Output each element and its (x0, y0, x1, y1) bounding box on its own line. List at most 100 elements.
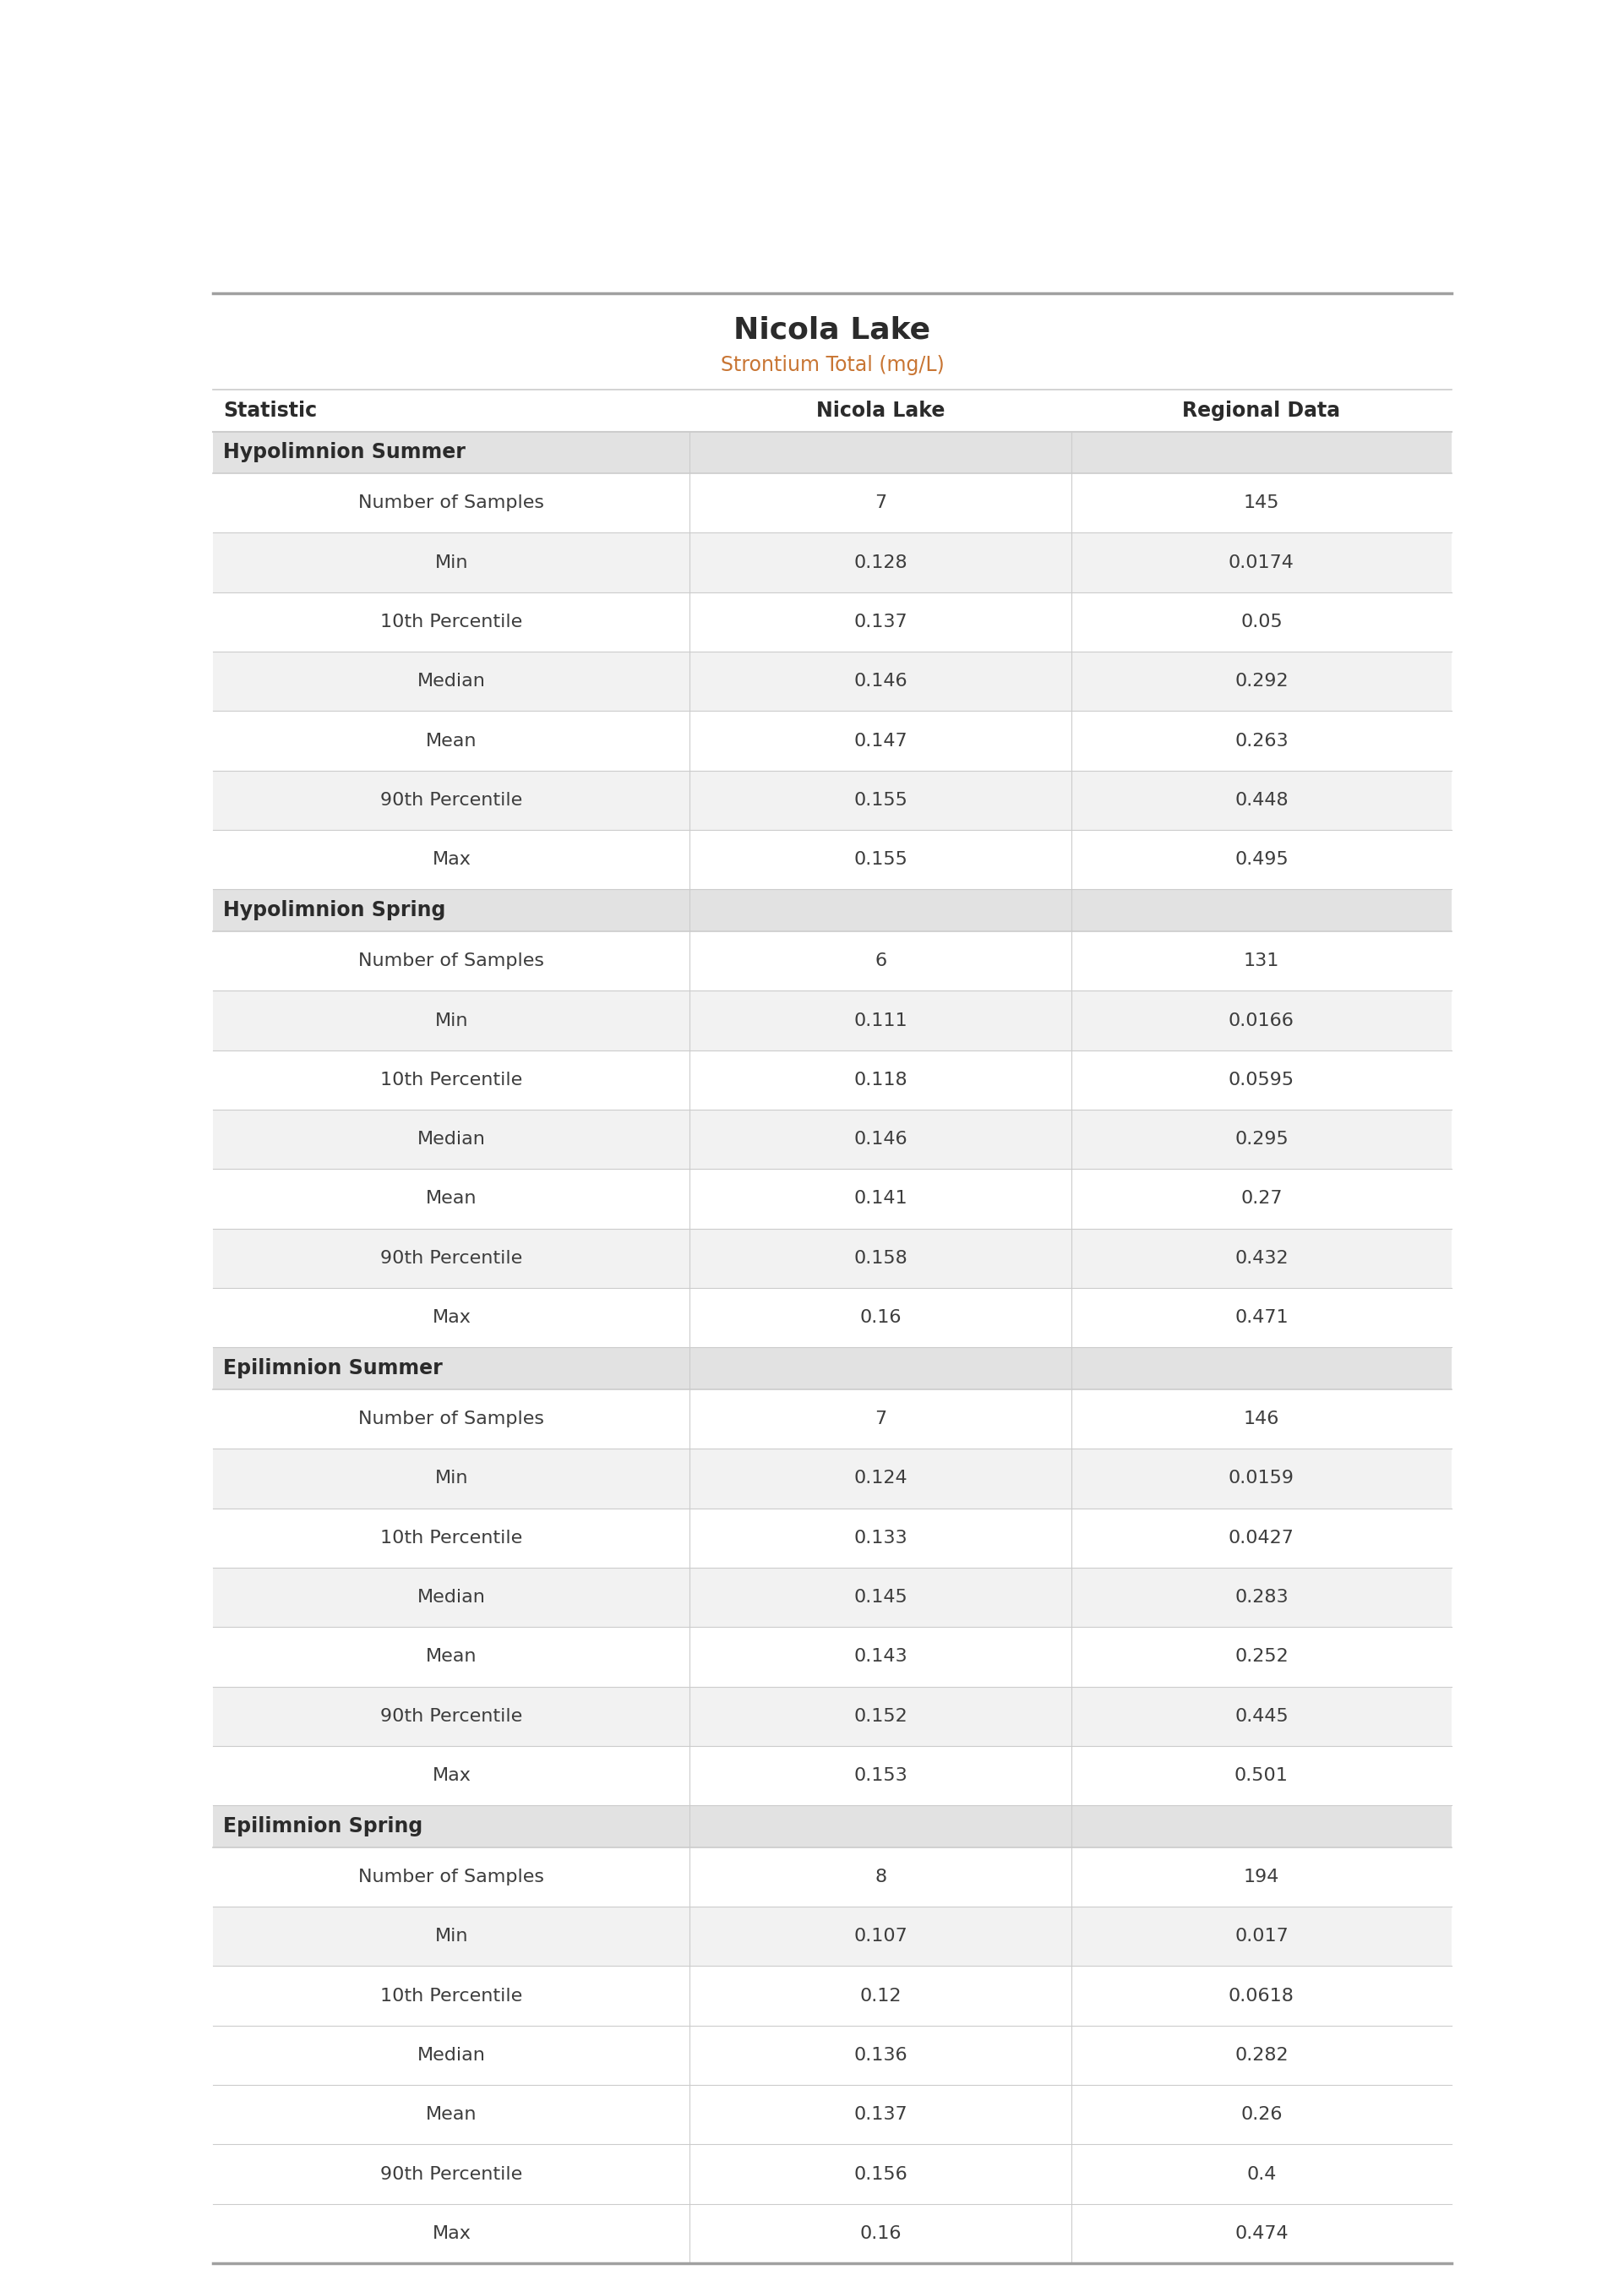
Text: Mean: Mean (425, 2107, 477, 2122)
Text: 0.252: 0.252 (1234, 1648, 1288, 1666)
Text: Epilimnion Spring: Epilimnion Spring (222, 1816, 422, 1836)
Text: 0.292: 0.292 (1234, 672, 1288, 690)
Text: 0.118: 0.118 (854, 1071, 908, 1087)
Bar (213, 1628, 1452, 1687)
Bar (213, 1287, 1452, 1348)
Text: Median: Median (417, 2048, 486, 2063)
Bar (213, 1746, 1452, 1805)
Bar (213, 651, 1452, 711)
Text: 131: 131 (1244, 953, 1280, 969)
Bar (213, 1507, 1452, 1569)
Text: Max: Max (432, 1310, 471, 1326)
Text: 0.155: 0.155 (854, 851, 908, 867)
Text: 90th Percentile: 90th Percentile (380, 2166, 523, 2181)
Bar (213, 1907, 1452, 1966)
Text: 10th Percentile: 10th Percentile (380, 1071, 523, 1087)
Bar (213, 1110, 1452, 1169)
Text: Hypolimnion Spring: Hypolimnion Spring (222, 901, 445, 922)
Text: Min: Min (435, 1927, 468, 1945)
Text: 0.4: 0.4 (1247, 2166, 1276, 2181)
Text: 10th Percentile: 10th Percentile (380, 1530, 523, 1546)
Text: 0.147: 0.147 (854, 733, 908, 749)
Text: 0.017: 0.017 (1234, 1927, 1288, 1945)
Text: Min: Min (435, 1012, 468, 1028)
Text: Strontium Total (mg/L): Strontium Total (mg/L) (721, 356, 944, 375)
Text: 10th Percentile: 10th Percentile (380, 613, 523, 631)
Text: 0.145: 0.145 (854, 1589, 908, 1605)
Text: 0.137: 0.137 (854, 613, 908, 631)
Text: Median: Median (417, 1589, 486, 1605)
Bar (213, 1966, 1452, 2025)
Bar (213, 1051, 1452, 1110)
Bar (213, 1348, 1452, 1389)
Bar (213, 2145, 1452, 2204)
Text: 0.16: 0.16 (859, 2225, 901, 2243)
Text: Mean: Mean (425, 1648, 477, 1666)
Text: Regional Data: Regional Data (1182, 400, 1340, 420)
Text: 0.432: 0.432 (1234, 1251, 1288, 1267)
Text: 0.136: 0.136 (854, 2048, 908, 2063)
Text: 0.146: 0.146 (854, 1130, 908, 1149)
Text: 90th Percentile: 90th Percentile (380, 792, 523, 808)
Text: Median: Median (417, 672, 486, 690)
Text: Mean: Mean (425, 1189, 477, 1208)
Bar (213, 1228, 1452, 1287)
Text: Epilimnion Summer: Epilimnion Summer (222, 1357, 443, 1378)
Text: 0.133: 0.133 (854, 1530, 908, 1546)
Text: 0.283: 0.283 (1234, 1589, 1288, 1605)
Text: 6: 6 (875, 953, 887, 969)
Text: Min: Min (435, 554, 468, 572)
Text: 0.158: 0.158 (854, 1251, 908, 1267)
Bar (213, 1687, 1452, 1746)
Text: Number of Samples: Number of Samples (359, 953, 544, 969)
Text: 0.282: 0.282 (1234, 2048, 1288, 2063)
Bar (213, 2084, 1452, 2145)
Text: Number of Samples: Number of Samples (359, 1868, 544, 1886)
Text: 0.137: 0.137 (854, 2107, 908, 2122)
Text: 0.05: 0.05 (1241, 613, 1283, 631)
Text: 90th Percentile: 90th Percentile (380, 1251, 523, 1267)
Text: 0.495: 0.495 (1234, 851, 1288, 867)
Text: Nicola Lake: Nicola Lake (817, 400, 945, 420)
Bar (213, 770, 1452, 831)
Text: 0.0427: 0.0427 (1228, 1530, 1294, 1546)
Bar (213, 931, 1452, 990)
Bar (213, 431, 1452, 474)
Bar (213, 2025, 1452, 2084)
Text: 7: 7 (875, 495, 887, 511)
Bar (213, 1569, 1452, 1628)
Bar (213, 1389, 1452, 1448)
Text: 0.445: 0.445 (1234, 1707, 1288, 1725)
Text: 7: 7 (875, 1410, 887, 1428)
Text: 146: 146 (1244, 1410, 1280, 1428)
Text: 0.155: 0.155 (854, 792, 908, 808)
Text: 0.156: 0.156 (854, 2166, 908, 2181)
Text: 0.295: 0.295 (1234, 1130, 1288, 1149)
Text: Max: Max (432, 1766, 471, 1784)
Bar (213, 1848, 1452, 1907)
Text: 0.111: 0.111 (854, 1012, 908, 1028)
Text: Number of Samples: Number of Samples (359, 1410, 544, 1428)
Text: 0.27: 0.27 (1241, 1189, 1283, 1208)
Text: 0.146: 0.146 (854, 672, 908, 690)
Text: 0.0159: 0.0159 (1228, 1471, 1294, 1487)
Bar (213, 1448, 1452, 1507)
Bar (213, 990, 1452, 1051)
Text: 0.16: 0.16 (859, 1310, 901, 1326)
Text: 0.141: 0.141 (854, 1189, 908, 1208)
Text: 0.501: 0.501 (1234, 1766, 1288, 1784)
Text: Min: Min (435, 1471, 468, 1487)
Text: Number of Samples: Number of Samples (359, 495, 544, 511)
Text: Max: Max (432, 851, 471, 867)
Bar (213, 390, 1452, 431)
Bar (213, 592, 1452, 651)
Bar (213, 711, 1452, 770)
Text: 0.153: 0.153 (854, 1766, 908, 1784)
Bar (213, 1169, 1452, 1228)
Text: 194: 194 (1244, 1868, 1280, 1886)
Text: 90th Percentile: 90th Percentile (380, 1707, 523, 1725)
Text: Hypolimnion Summer: Hypolimnion Summer (222, 443, 466, 463)
Text: Median: Median (417, 1130, 486, 1149)
Bar (213, 890, 1452, 931)
Bar (213, 474, 1452, 533)
